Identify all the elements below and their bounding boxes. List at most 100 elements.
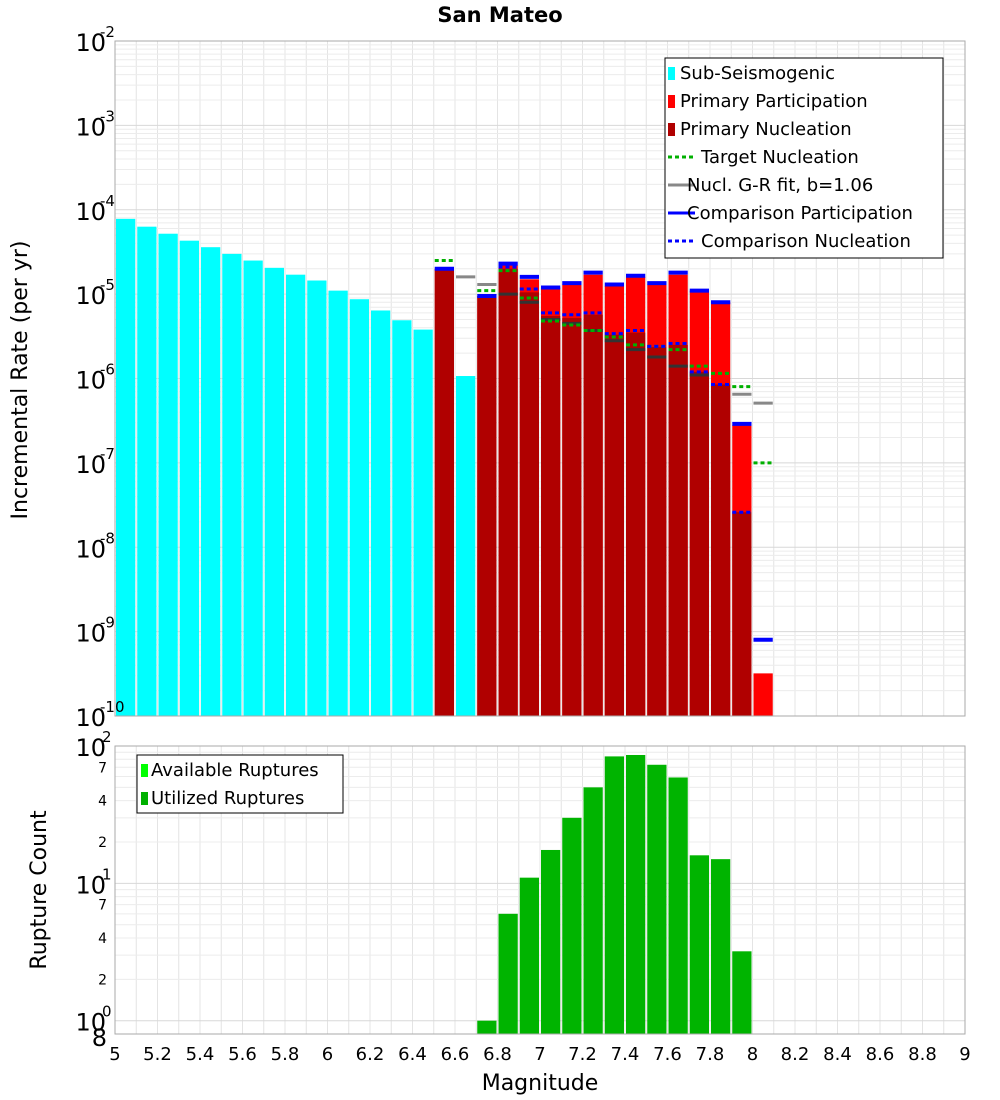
x-tick-label: 5.8 [271, 1044, 300, 1065]
bar-utilized-ruptures [583, 787, 603, 1034]
legend-label: Comparison Nucleation [701, 231, 911, 252]
x-tick-label: 8.4 [823, 1044, 852, 1065]
bar-primary-nucleation [604, 334, 624, 716]
bar-utilized-ruptures [668, 777, 688, 1034]
y-minor-tick-label: 4 [98, 931, 107, 947]
x-tick-label: 6.4 [398, 1044, 427, 1065]
bar-primary-nucleation [732, 512, 752, 716]
legend-swatch [668, 67, 675, 80]
x-tick-label: 6.8 [483, 1044, 512, 1065]
bottom-y-tick-label: 102 [75, 728, 111, 762]
bar-sub-seismogenic [456, 376, 476, 716]
y-minor-tick-label: 2 [98, 972, 107, 988]
x-tick-label: 5.6 [228, 1044, 257, 1065]
x-tick-label: 7 [534, 1044, 545, 1065]
x-tick-label: 5 [109, 1044, 120, 1065]
legend-label: Sub-Seismogenic [680, 63, 835, 84]
bottom-y-tick-label: 100 [75, 1003, 111, 1037]
x-tick-label: 7.2 [568, 1044, 597, 1065]
bar-utilized-ruptures [689, 855, 709, 1034]
y-tick-base: 10 [75, 29, 106, 57]
top-y-tick-label: 10-8 [75, 529, 115, 563]
x-tick-label: 5.4 [186, 1044, 215, 1065]
x-axis-title: Magnitude [482, 1071, 599, 1096]
bar-utilized-ruptures [541, 849, 561, 1034]
x-tick-label: 6 [322, 1044, 333, 1065]
legend-swatch [141, 792, 148, 805]
bar-sub-seismogenic [264, 267, 284, 716]
y-tick-exponent: -6 [100, 361, 115, 379]
legend-label: Target Nucleation [700, 147, 859, 168]
bar-utilized-ruptures [647, 764, 667, 1034]
bar-utilized-ruptures [604, 756, 624, 1034]
bottom-legend [136, 754, 344, 814]
top-y-tick-label: 10-2 [75, 23, 115, 57]
legend-swatch [668, 123, 675, 136]
legend-label: Primary Participation [680, 91, 868, 112]
x-tick-label: 8.2 [781, 1044, 810, 1065]
y-tick-base: 10 [75, 451, 106, 479]
legend-label: Available Ruptures [151, 760, 319, 781]
y-tick-base: 10 [75, 282, 106, 310]
bar-primary-nucleation [711, 384, 731, 716]
y-tick-exponent: -8 [100, 529, 115, 547]
y-tick-base: 10 [75, 734, 106, 762]
bar-primary-nucleation [562, 318, 582, 716]
bar-primary-nucleation [689, 371, 709, 716]
y-tick-base: 10 [75, 620, 106, 648]
top-panel: 10-210-310-410-510-610-710-810-910-10Sub… [75, 23, 966, 732]
bottom-y-axis-title: Rupture Count [27, 810, 52, 970]
legend-swatch [141, 764, 148, 777]
y-tick-exponent: -3 [100, 107, 115, 125]
x-tick-label: 8.8 [908, 1044, 937, 1065]
bar-sub-seismogenic [413, 329, 433, 716]
bar-sub-seismogenic [392, 320, 412, 716]
bar-sub-seismogenic [201, 247, 221, 716]
bar-primary-nucleation [541, 316, 561, 716]
bottom-y-tick-label: 101 [75, 865, 111, 899]
x-tick-label: 8 [747, 1044, 758, 1065]
bar-sub-seismogenic [137, 226, 157, 716]
x-tick-label: 6.6 [441, 1044, 470, 1065]
bar-sub-seismogenic [222, 253, 242, 716]
bar-utilized-ruptures [626, 754, 646, 1034]
y-tick-base: 10 [75, 367, 106, 395]
bar-primary-nucleation [434, 268, 454, 716]
bar-sub-seismogenic [307, 280, 327, 716]
y-minor-tick-label: 4 [98, 794, 107, 810]
bar-utilized-ruptures [477, 1020, 497, 1034]
bar-sub-seismogenic [328, 290, 348, 716]
x-tick-label: 7.8 [696, 1044, 725, 1065]
bar-sub-seismogenic [158, 233, 178, 716]
top-y-tick-label: 10-3 [75, 107, 115, 141]
top-y-tick-label: 10-5 [75, 276, 115, 310]
bar-primary-nucleation [477, 296, 497, 716]
bar-sub-seismogenic [349, 299, 369, 716]
y-tick-base: 10 [75, 198, 106, 226]
y-tick-base: 10 [75, 871, 106, 899]
top-y-axis-title: Incremental Rate (per yr) [8, 241, 33, 520]
y-tick-exponent: 2 [102, 728, 112, 746]
top-legend [664, 57, 944, 259]
y-tick-exponent: -7 [100, 445, 115, 463]
chart-title: San Mateo [437, 3, 562, 27]
x-tick-label: 8.6 [866, 1044, 895, 1065]
x-tick-label: 9 [959, 1044, 970, 1065]
x-tick-label: 5.2 [143, 1044, 172, 1065]
top-y-tick-label: 10-10 [75, 698, 124, 732]
y-minor-tick-label: 7 [98, 898, 107, 914]
top-y-tick-label: 10-6 [75, 361, 115, 395]
top-y-tick-label: 10-4 [75, 192, 115, 226]
y-minor-tick-label: 8 [92, 1024, 107, 1052]
bar-sub-seismogenic [243, 260, 263, 716]
bar-primary-nucleation [668, 344, 688, 716]
bottom-plot-border [114, 745, 966, 1035]
y-tick-base: 10 [75, 1009, 106, 1037]
bar-utilized-ruptures [498, 913, 518, 1034]
x-tick-label: 6.2 [356, 1044, 385, 1065]
y-tick-exponent: 0 [102, 1003, 112, 1021]
legend-swatch [668, 95, 675, 108]
top-y-tick-label: 10-9 [75, 614, 115, 648]
y-tick-exponent: 1 [102, 865, 112, 883]
legend-label: Nucl. G-R fit, b=1.06 [687, 175, 873, 196]
